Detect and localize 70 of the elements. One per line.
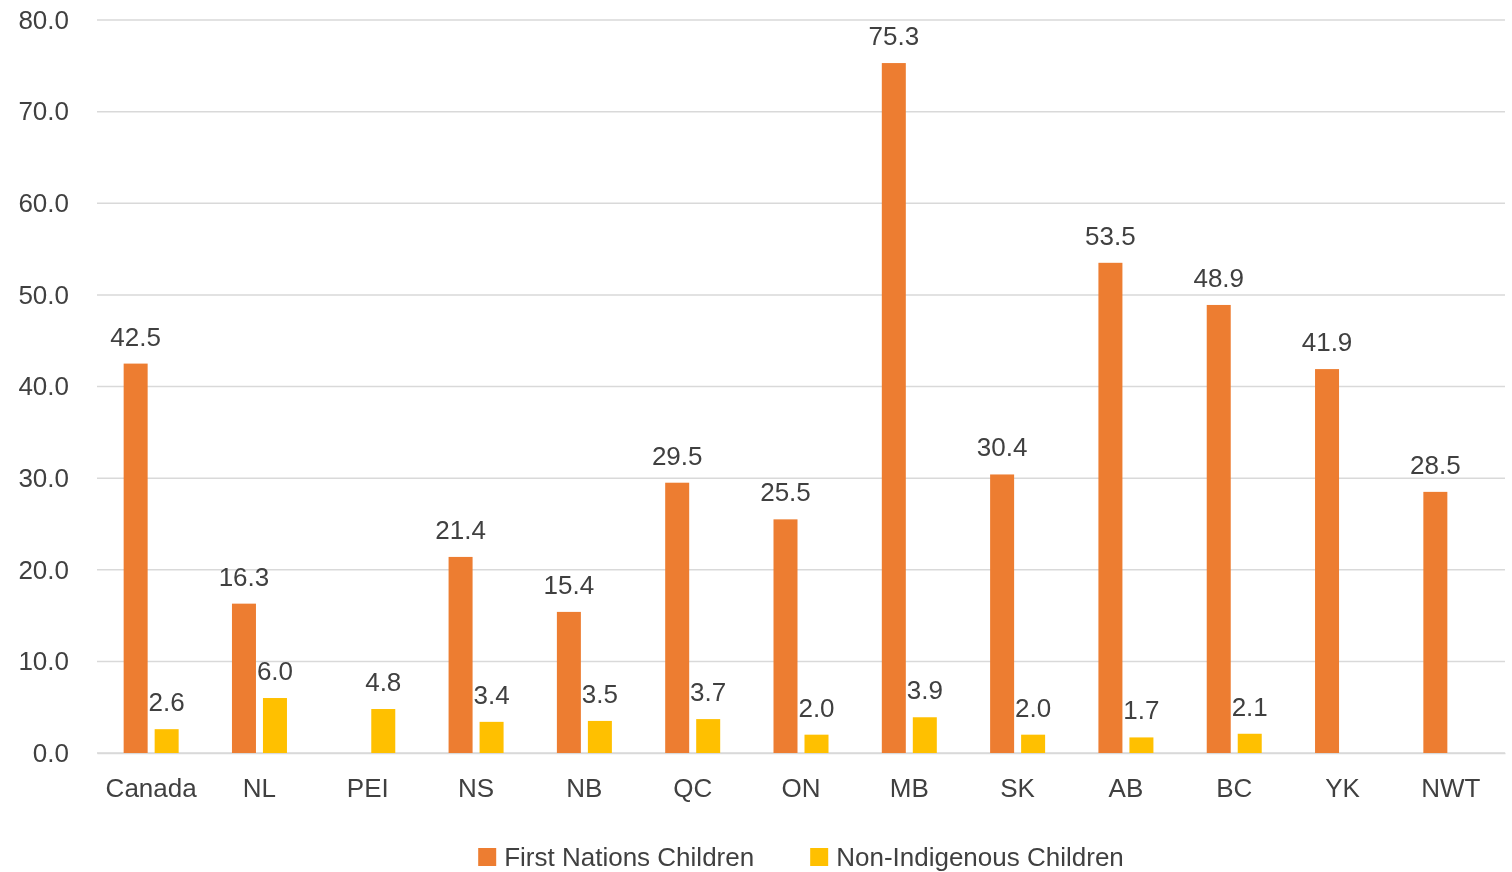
data-label: 21.4 (435, 514, 486, 545)
bar (1315, 369, 1340, 753)
bar (556, 611, 581, 753)
data-label: 30.4 (976, 432, 1028, 463)
data-label: 53.5 (1085, 220, 1136, 251)
data-label: 2.6 (148, 687, 185, 718)
x-tick-label: NS (458, 773, 495, 804)
y-tick-label: 60.0 (18, 188, 69, 219)
bar (371, 709, 396, 753)
bar (262, 698, 287, 753)
legend-label: Non-Indigenous Children (836, 842, 1124, 872)
x-tick-label: YK (1325, 773, 1361, 804)
data-label: 6.0 (256, 656, 294, 687)
x-tick-label: NB (566, 773, 603, 804)
data-label: 16.3 (218, 561, 270, 592)
y-tick-label: 10.0 (18, 646, 69, 677)
data-label: 3.7 (690, 677, 727, 708)
bar (1206, 304, 1231, 753)
y-tick-label: 70.0 (18, 96, 69, 127)
bar (1423, 491, 1448, 753)
y-tick-label: 40.0 (18, 371, 69, 402)
data-label: 2.0 (798, 692, 835, 723)
data-label: 15.4 (543, 569, 595, 600)
bar (587, 720, 612, 753)
data-label: 75.3 (868, 21, 920, 52)
bar (990, 474, 1015, 753)
y-tick-label: 0.0 (32, 737, 69, 768)
data-label: 28.5 (1410, 449, 1461, 480)
x-tick-label: BC (1216, 773, 1253, 804)
y-tick-label: 30.0 (18, 462, 69, 493)
bar (881, 63, 906, 753)
x-tick-label: AB (1108, 773, 1144, 804)
data-label: 1.7 (1123, 695, 1160, 726)
data-label: 48.9 (1193, 262, 1245, 293)
bar (696, 719, 721, 753)
data-label: 3.4 (473, 679, 510, 710)
x-tick-label: NWT (1421, 773, 1481, 804)
x-tick-label: ON (781, 773, 821, 804)
x-tick-label: Canada (105, 773, 198, 804)
x-tick-label: MB (889, 773, 929, 804)
bar (665, 482, 690, 753)
bar (912, 717, 937, 753)
bar (773, 519, 798, 753)
bar (1129, 737, 1154, 753)
data-label: 25.5 (760, 477, 811, 508)
bar (154, 729, 179, 753)
bar (1098, 262, 1123, 753)
data-label: 4.8 (365, 667, 402, 698)
y-tick-label: 20.0 (18, 554, 69, 585)
data-label: 2.0 (1015, 692, 1052, 723)
data-label: 41.9 (1301, 327, 1353, 358)
x-tick-label: NL (242, 773, 277, 804)
bar (123, 363, 148, 753)
bar (448, 556, 473, 753)
bar (1237, 733, 1262, 753)
x-tick-label: QC (673, 773, 713, 804)
bar (231, 603, 256, 753)
bar (479, 721, 504, 753)
data-label: 2.1 (1231, 691, 1268, 722)
y-tick-label: 50.0 (18, 279, 69, 310)
x-tick-label: PEI (346, 773, 389, 804)
legend-label: First Nations Children (504, 842, 755, 872)
bar (1021, 734, 1046, 753)
data-label: 42.5 (110, 321, 161, 352)
data-label: 3.9 (906, 675, 943, 706)
data-label: 29.5 (651, 440, 703, 471)
bar (804, 734, 829, 753)
x-tick-label: SK (1000, 773, 1036, 804)
data-label: 3.5 (581, 678, 618, 709)
y-tick-label: 80.0 (18, 4, 69, 35)
